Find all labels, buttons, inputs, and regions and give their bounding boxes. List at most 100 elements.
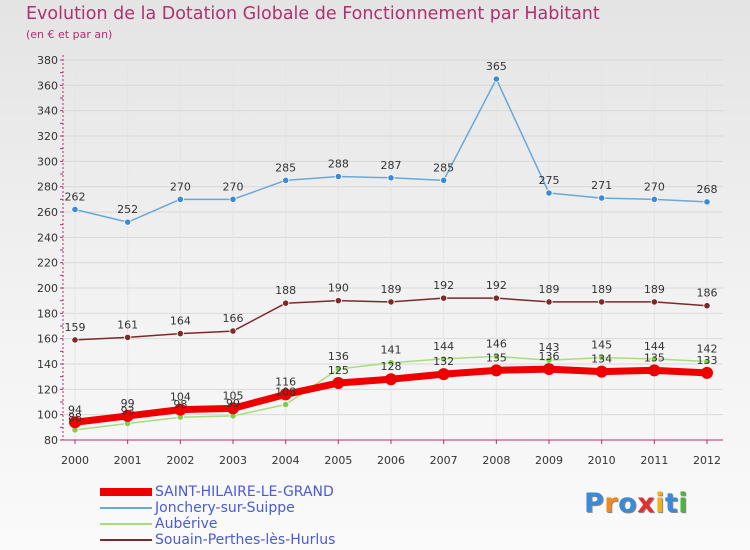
data-point [279,388,292,401]
data-label: 288 [328,158,349,171]
data-label: 161 [117,318,138,331]
data-point [543,363,555,376]
legend-item-saint-hilaire: SAINT-HILAIRE-LE-GRAND [100,484,400,500]
data-point [229,327,237,335]
y-tick-label: 220 [37,257,58,270]
data-label: 141 [381,344,402,357]
data-label: 132 [433,355,454,368]
data-point [703,302,711,310]
y-tick-label: 200 [37,282,58,295]
brand-letter: x [637,488,656,519]
data-label: 99 [226,397,240,410]
y-tick-label: 360 [37,79,58,92]
y-tick-label: 300 [37,155,58,168]
x-tick-label: 2004 [272,454,300,467]
data-label: 136 [328,350,349,363]
data-point [334,365,342,373]
data-label: 135 [644,351,665,364]
data-label: 285 [275,161,296,174]
x-tick-label: 2006 [377,454,405,467]
data-point [229,195,237,203]
data-point [595,365,608,378]
legend-label-saint-hilaire: SAINT-HILAIRE-LE-GRAND [155,484,334,500]
brand-letter: P [584,488,605,519]
data-label: 268 [697,183,718,196]
data-label: 270 [170,180,191,193]
data-label: 135 [486,351,507,364]
data-label: 128 [381,360,402,373]
data-label: 159 [65,321,86,334]
y-tick-label: 280 [37,181,58,194]
data-point [124,333,132,341]
data-label: 134 [591,353,612,366]
data-point [282,176,290,184]
chart-subtitle: (en € et par an) [26,28,113,41]
data-point [598,354,606,362]
y-tick-label: 80 [44,434,58,447]
data-point [282,299,290,307]
brand-letter: i [678,488,689,519]
y-tick-label: 380 [37,54,58,67]
data-point [334,172,342,181]
y-tick-label: 260 [37,206,58,219]
data-label: 270 [644,180,665,193]
data-label: 88 [68,411,82,424]
y-tick-label: 340 [37,105,58,118]
data-point [227,402,239,415]
proxiti-logo: Proxiti [584,488,688,519]
data-point [385,373,397,386]
x-tick-label: 2007 [430,454,458,467]
legend-label-jonchery: Jonchery-sur-Suippe [155,500,295,516]
brand-letter: r [604,488,619,519]
x-tick-label: 2009 [535,454,563,467]
y-tick-label: 160 [37,333,58,346]
data-label: 189 [644,283,665,296]
data-label: 192 [486,279,507,292]
data-point [387,298,395,306]
x-tick-label: 2000 [61,454,89,467]
data-label: 145 [591,339,612,352]
data-label: 144 [433,340,454,353]
data-label: 287 [381,159,402,172]
data-label: 146 [486,337,507,350]
data-point [440,355,448,363]
legend: SAINT-HILAIRE-LE-GRAND Jonchery-sur-Suip… [100,484,400,548]
data-point [650,195,658,203]
data-label: 94 [68,403,82,416]
x-tick-label: 2001 [114,454,142,467]
data-label: 136 [539,350,560,363]
data-label: 108 [275,386,296,399]
data-point [492,75,500,83]
data-point [648,364,661,377]
data-point [545,298,553,306]
data-point [332,377,345,389]
x-tick-label: 2002 [166,454,194,467]
data-label: 99 [121,397,135,410]
legend-item-souain: Souain-Perthes-lès-Hurlus [100,532,400,548]
data-point [387,174,395,182]
data-point [492,294,500,302]
x-tick-label: 2005 [324,454,352,467]
data-label: 285 [433,161,454,174]
line-chart: 80 100 120 140 160 180 200 220 240 260 280 300 320 34… [37,54,723,467]
x-tick-label: 2003 [219,454,247,467]
data-point [176,329,184,338]
data-label: 144 [644,340,665,353]
legend-label-souain: Souain-Perthes-lès-Hurlus [155,532,336,548]
x-tick-label: 2008 [482,454,510,467]
data-label: 262 [65,190,86,203]
data-point [437,368,450,381]
data-label: 365 [486,60,507,73]
data-label: 270 [223,180,244,193]
data-label: 133 [697,354,718,367]
data-label: 188 [275,284,296,297]
data-point [387,359,395,367]
data-point [703,357,711,366]
chart-title: Evolution de la Dotation Globale de Fonc… [26,4,600,24]
data-point [174,403,187,416]
data-point [69,416,81,429]
data-label: 125 [328,364,349,377]
data-label: 190 [328,282,349,295]
data-label: 192 [433,279,454,292]
data-label: 275 [539,174,560,187]
